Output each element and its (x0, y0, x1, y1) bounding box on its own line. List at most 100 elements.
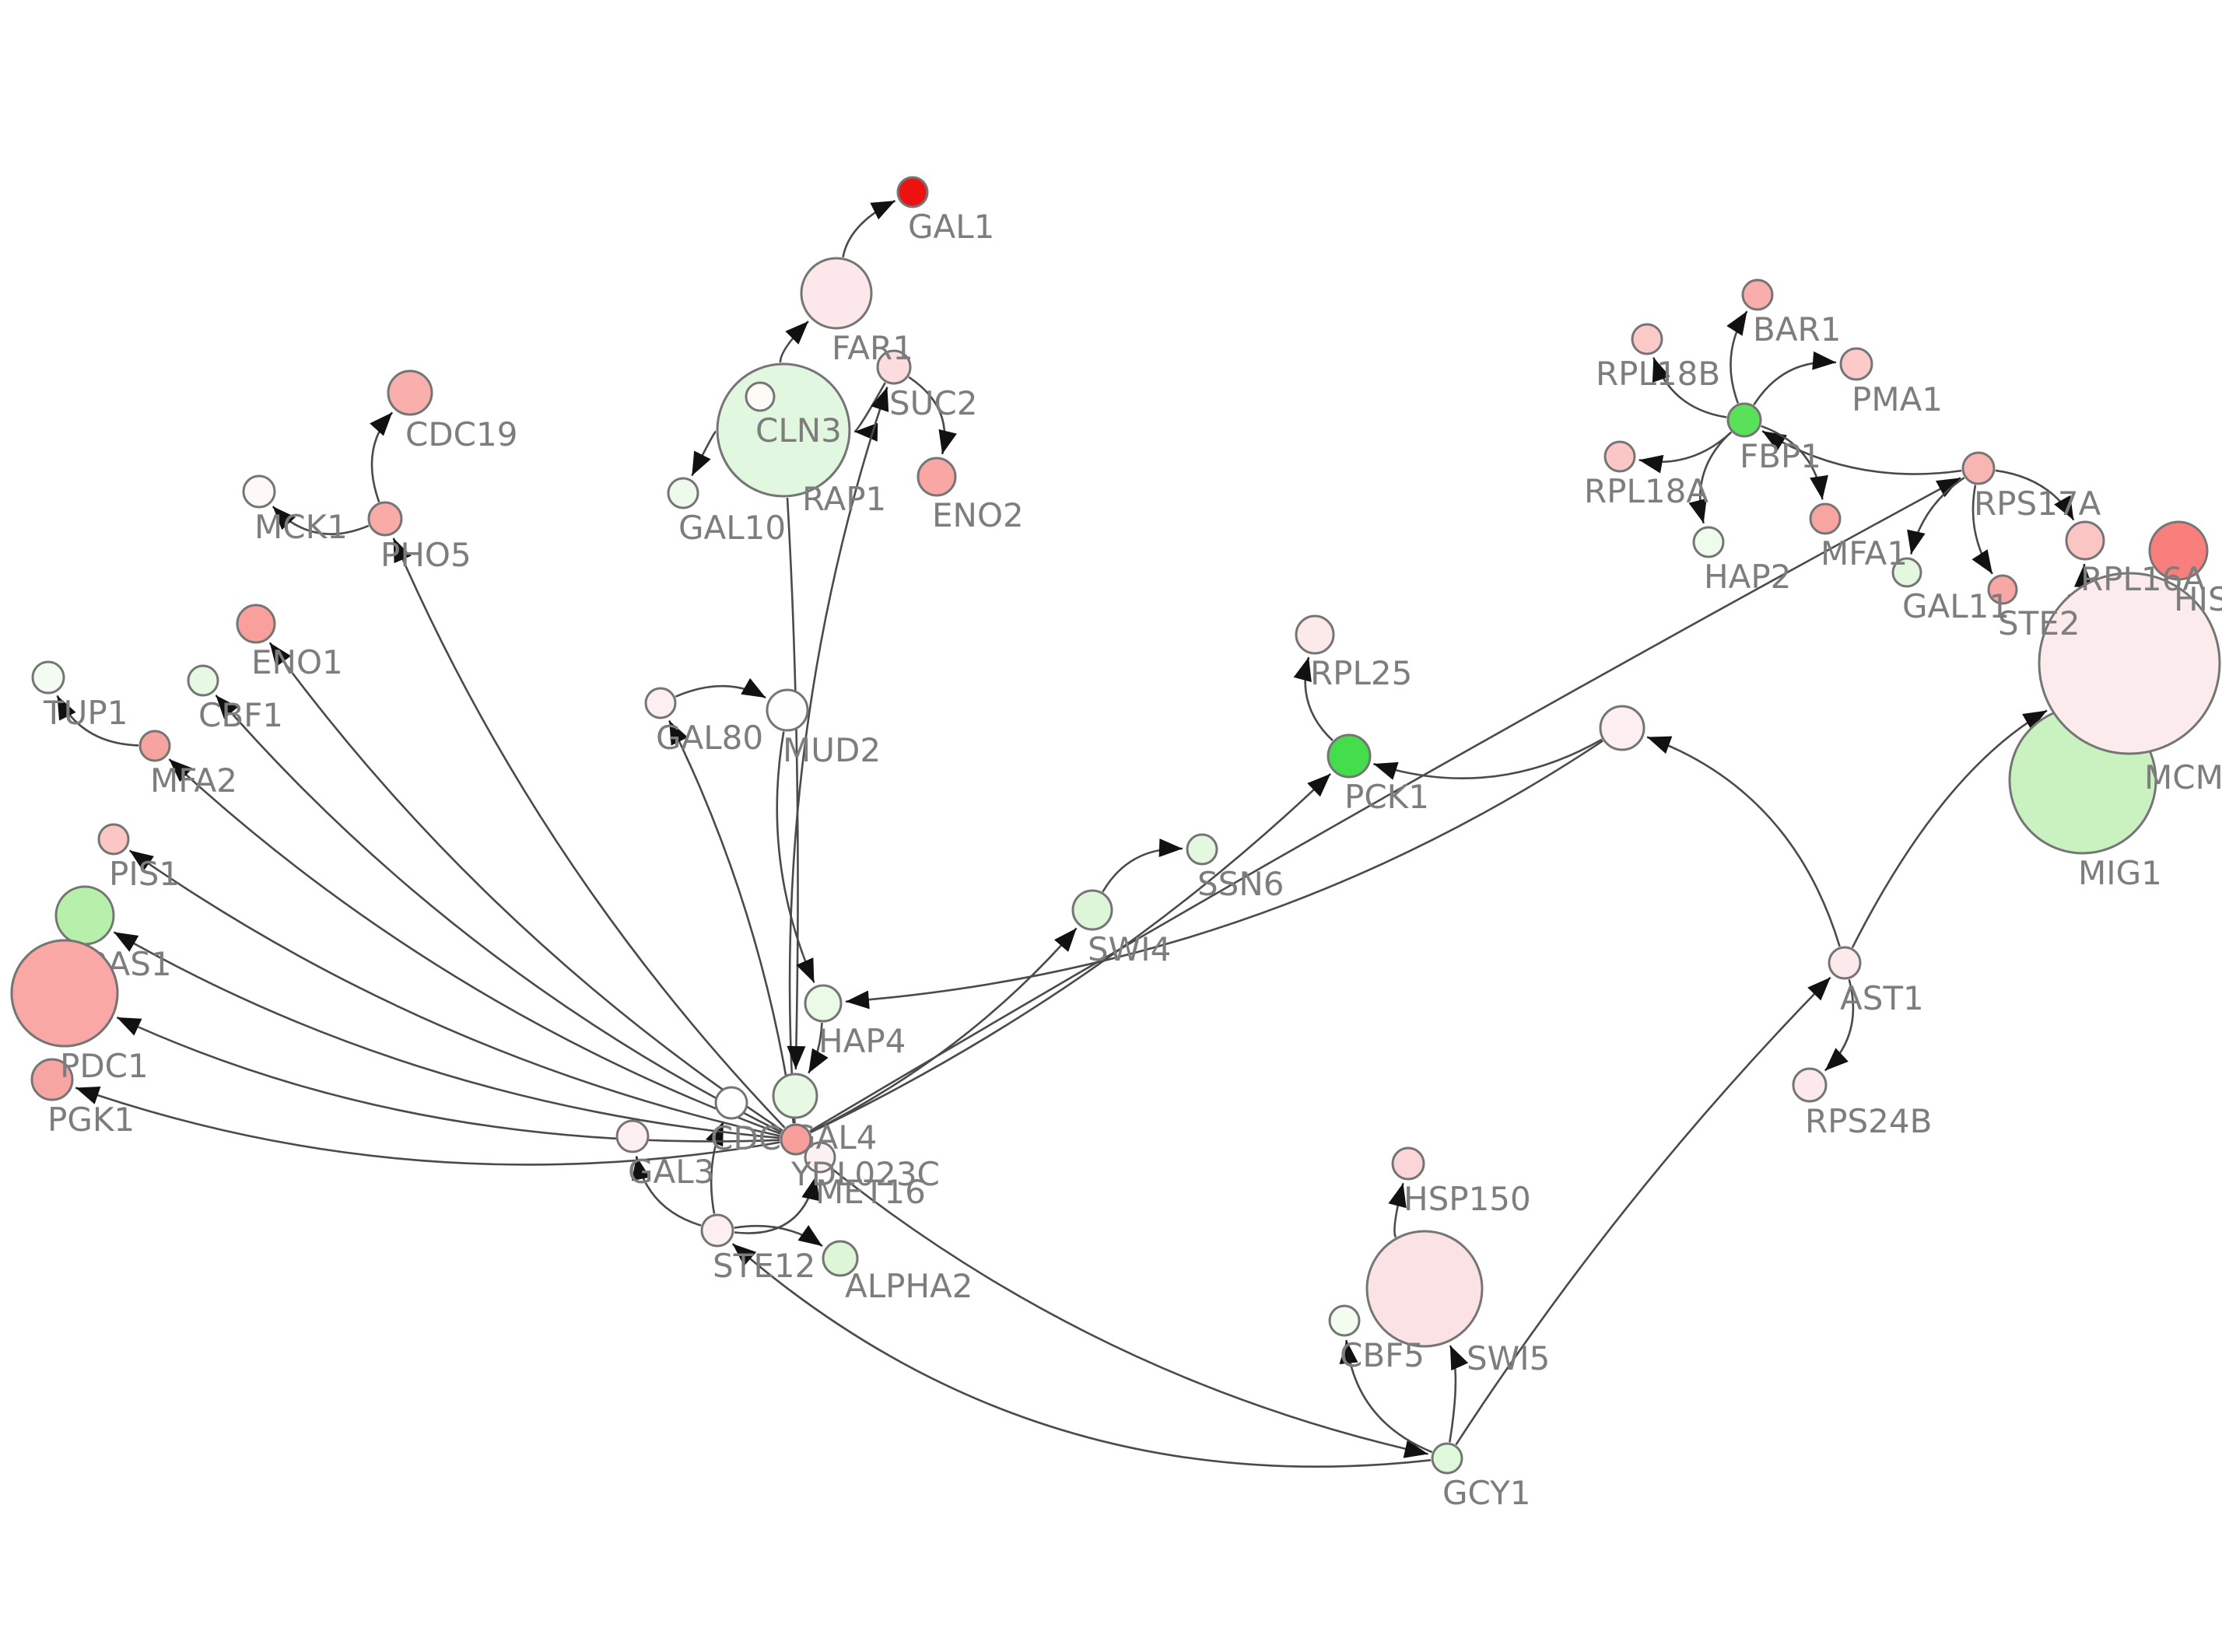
node-ast1[interactable] (1828, 946, 1862, 980)
node-gal11[interactable] (1891, 557, 1922, 588)
node-gal10[interactable] (667, 477, 699, 509)
node-mfa2[interactable] (138, 730, 171, 762)
edge-SWI5-HSP150[interactable] (1388, 1182, 1407, 1238)
node-rpl18b[interactable] (1631, 323, 1663, 355)
edge-GCY1-AST1[interactable] (1455, 976, 1831, 1446)
edge-FBP1-PMA1[interactable] (1753, 351, 1837, 406)
node-alpha2[interactable] (822, 1240, 859, 1277)
edge-AST1-MCM1[interactable] (1851, 709, 2048, 948)
node-ssn6[interactable] (1186, 833, 1218, 866)
edge-PHO5-MCK1[interactable] (272, 506, 370, 535)
node-pis1[interactable] (97, 823, 130, 856)
node-gal4[interactable] (772, 1073, 818, 1119)
edge-GCY1-SWI5[interactable] (1449, 1345, 1469, 1443)
edge-PCK1-RPL25[interactable] (1293, 656, 1334, 742)
node-gcy1[interactable] (1431, 1442, 1463, 1475)
edge-FBP1-MFA1[interactable] (1761, 425, 1828, 500)
edge-MUD2-HAP4[interactable] (776, 731, 815, 983)
node-pck1[interactable] (1327, 733, 1372, 779)
node-gal80[interactable] (644, 687, 677, 719)
edge-GAL80-MUD2[interactable] (675, 677, 766, 699)
node-met16[interactable] (804, 1141, 836, 1174)
node-cln3[interactable] (745, 381, 776, 412)
node-cdc19[interactable] (387, 369, 433, 416)
node-rpl18a[interactable] (1603, 440, 1636, 473)
edge-RAP1-GAL10[interactable] (691, 430, 717, 477)
node-cbf5[interactable] (1328, 1304, 1361, 1337)
node-gal1[interactable] (896, 176, 929, 208)
edge-NODE_X-PCK1[interactable] (1373, 738, 1603, 780)
node-bar1[interactable] (1741, 278, 1774, 311)
node-hap2[interactable] (1692, 526, 1725, 558)
edge-GCY1-CBF5[interactable] (1339, 1339, 1433, 1454)
node-ste12[interactable] (700, 1213, 734, 1248)
node-suc2[interactable] (876, 349, 912, 385)
edge-SWI4-SSN6[interactable] (1102, 838, 1183, 893)
edge-RPS17A-GAL11[interactable] (1907, 477, 1965, 555)
edge-RPS17A-STE2[interactable] (1971, 485, 1993, 575)
node-ydl023c[interactable] (780, 1123, 812, 1156)
node-mfa1[interactable] (1809, 502, 1842, 535)
node-ras1[interactable] (54, 885, 115, 946)
edge-YDL023C-PDC1[interactable] (116, 1016, 780, 1143)
edge-GCY1-STE12[interactable] (731, 1243, 1432, 1468)
node-eno2[interactable] (916, 457, 957, 497)
node-ste2[interactable] (1987, 574, 2018, 605)
edge-RAP1-GAL4[interactable] (786, 497, 806, 1070)
edge-FBP1-BAR1[interactable] (1726, 310, 1748, 404)
edge-SUC2-ENO2[interactable] (908, 376, 957, 455)
edge-YDL023C-GCY1[interactable] (808, 1149, 1428, 1458)
edge-YDL023C-PGK1[interactable] (75, 1087, 780, 1166)
node-hap4[interactable] (804, 984, 843, 1023)
node-gal3[interactable] (615, 1119, 650, 1153)
edge-HAP4-GAL4[interactable] (808, 1022, 829, 1074)
edge-YDL023C-RAS1[interactable] (113, 931, 780, 1139)
node-his4[interactable] (2148, 520, 2209, 581)
edge-YDL023C-RPS17A[interactable] (809, 477, 1961, 1132)
node-mcm1[interactable] (2038, 572, 2221, 755)
edge-NODE_X-HAP4[interactable] (845, 740, 1603, 1010)
node-cdc[interactable] (714, 1086, 748, 1120)
node-fbp1[interactable] (1726, 402, 1762, 438)
node-pho5[interactable] (367, 501, 403, 537)
node-pma1[interactable] (1839, 347, 1873, 381)
edge-AST1-NODE_X[interactable] (1646, 736, 1841, 947)
edge-STE12-MET16[interactable] (734, 1176, 820, 1234)
edge-RPS17A-RPL16A[interactable] (1995, 469, 2075, 521)
node-hsp150[interactable] (1391, 1146, 1425, 1181)
node-pdc1[interactable] (10, 939, 119, 1048)
node-rps17a[interactable] (1961, 451, 1996, 485)
edge-YDL023C-PHO5[interactable] (392, 537, 786, 1129)
edge-YDL023C-SUC2[interactable] (788, 387, 889, 1124)
edge-FAR1-GAL1[interactable] (842, 199, 896, 258)
node-eno1[interactable] (236, 604, 276, 644)
edge-YDL023C-CBF1[interactable] (215, 695, 782, 1133)
edge-AST1-RPS24B[interactable] (1824, 978, 1855, 1072)
edge-MFA2-TUP1[interactable] (56, 695, 139, 747)
node-rpl16a[interactable] (2065, 520, 2105, 561)
node-node_x[interactable] (1599, 705, 1645, 751)
edge-YDL023C-MFA2[interactable] (168, 758, 781, 1135)
node-mud2[interactable] (766, 688, 809, 732)
edge-RPS17A-FBP1[interactable] (1761, 429, 1962, 475)
edge-YDL023C-PIS1[interactable] (128, 849, 780, 1137)
node-pgk1[interactable] (30, 1058, 74, 1101)
edge-FBP1-HAP2[interactable] (1688, 431, 1732, 524)
node-rps24b[interactable] (1792, 1067, 1828, 1103)
edge-FBP1-RPL18B[interactable] (1652, 357, 1727, 418)
node-tup1[interactable] (31, 660, 65, 695)
edge-YDL023C-ENO1[interactable] (268, 642, 783, 1132)
node-swi4[interactable] (1071, 889, 1113, 931)
edge-YDL023C-GAL80[interactable] (668, 719, 795, 1124)
node-cbf1[interactable] (187, 664, 219, 697)
node-swi5[interactable] (1365, 1230, 1484, 1348)
node-far1[interactable] (800, 257, 873, 330)
edge-YDL023C-PCK1[interactable] (810, 772, 1332, 1134)
edge-STE12-ALPHA2[interactable] (734, 1224, 823, 1248)
edge-PHO5-CDC19[interactable] (370, 411, 394, 502)
edge-RAP1-FAR1[interactable] (779, 320, 809, 363)
node-rpl25[interactable] (1295, 614, 1335, 655)
node-mck1[interactable] (242, 474, 276, 509)
